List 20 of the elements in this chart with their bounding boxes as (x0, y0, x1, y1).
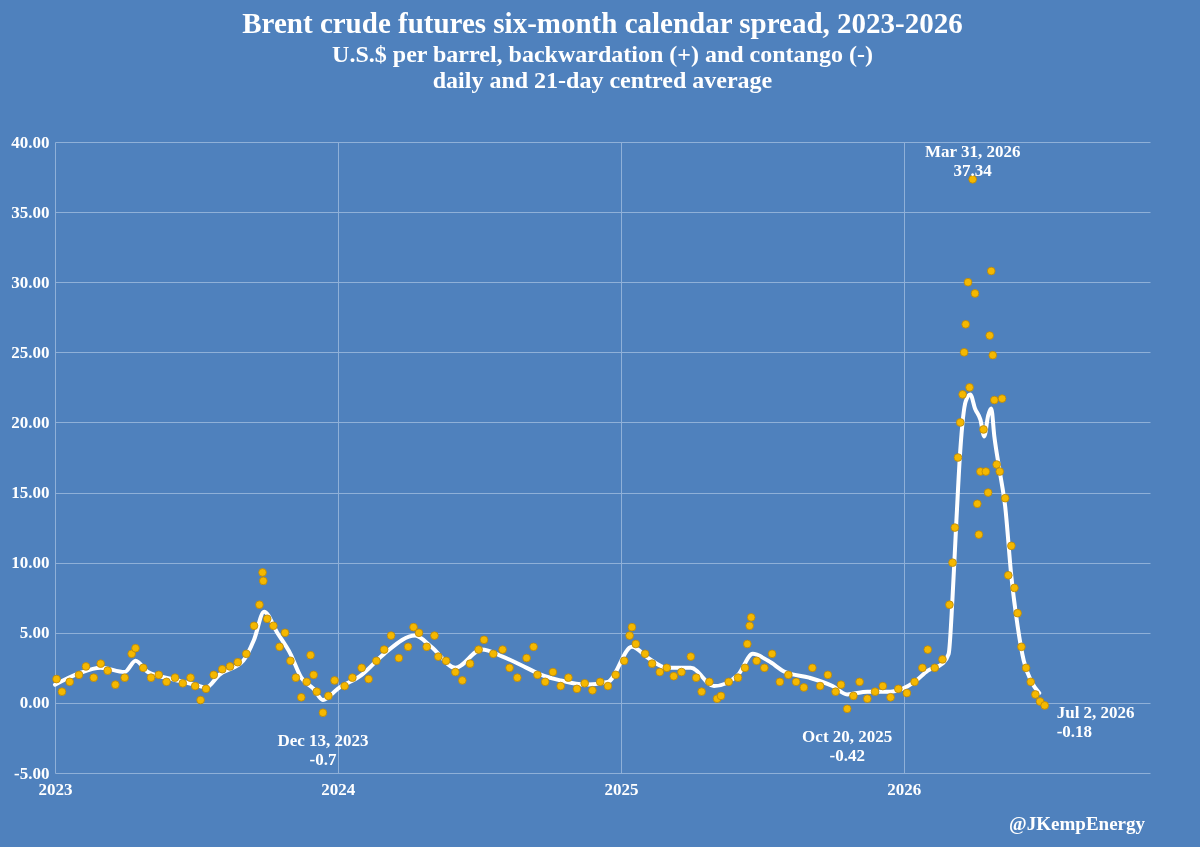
y-tick-label: 10.00 (11, 553, 50, 573)
y-tick-label: 0.00 (19, 693, 50, 713)
y-tick-label: 20.00 (11, 412, 50, 432)
y-tick-label: 15.00 (11, 483, 50, 503)
x-tick-label: 2025 (604, 779, 639, 799)
y-tick-label: 30.00 (11, 272, 50, 292)
annotation: Oct 20, 2025 -0.42 (802, 726, 893, 765)
y-tick-label: 25.00 (11, 342, 50, 362)
annotation: Jul 2, 2026 -0.18 (1056, 703, 1135, 742)
y-tick-label: 35.00 (11, 202, 50, 222)
x-tick-label: 2026 (887, 779, 922, 799)
annotation: Dec 13, 2023 -0.7 (277, 730, 369, 769)
line-series (53, 392, 1042, 703)
annotation: Mar 31, 2026 37.34 (924, 142, 1021, 181)
chart-title: Brent crude futures six-month calendar spread, 2023-2026 (242, 7, 963, 39)
chart-subtitle: U.S.$ per barrel, backwardation (+) and contango (-) daily and 21-day centred average (332, 41, 873, 93)
x-tick-label: 2024 (321, 779, 356, 799)
y-tick-label: 40.00 (11, 132, 50, 152)
y-tick-label: 5.00 (19, 623, 50, 643)
text: @JKempEnergy (1009, 813, 1146, 834)
